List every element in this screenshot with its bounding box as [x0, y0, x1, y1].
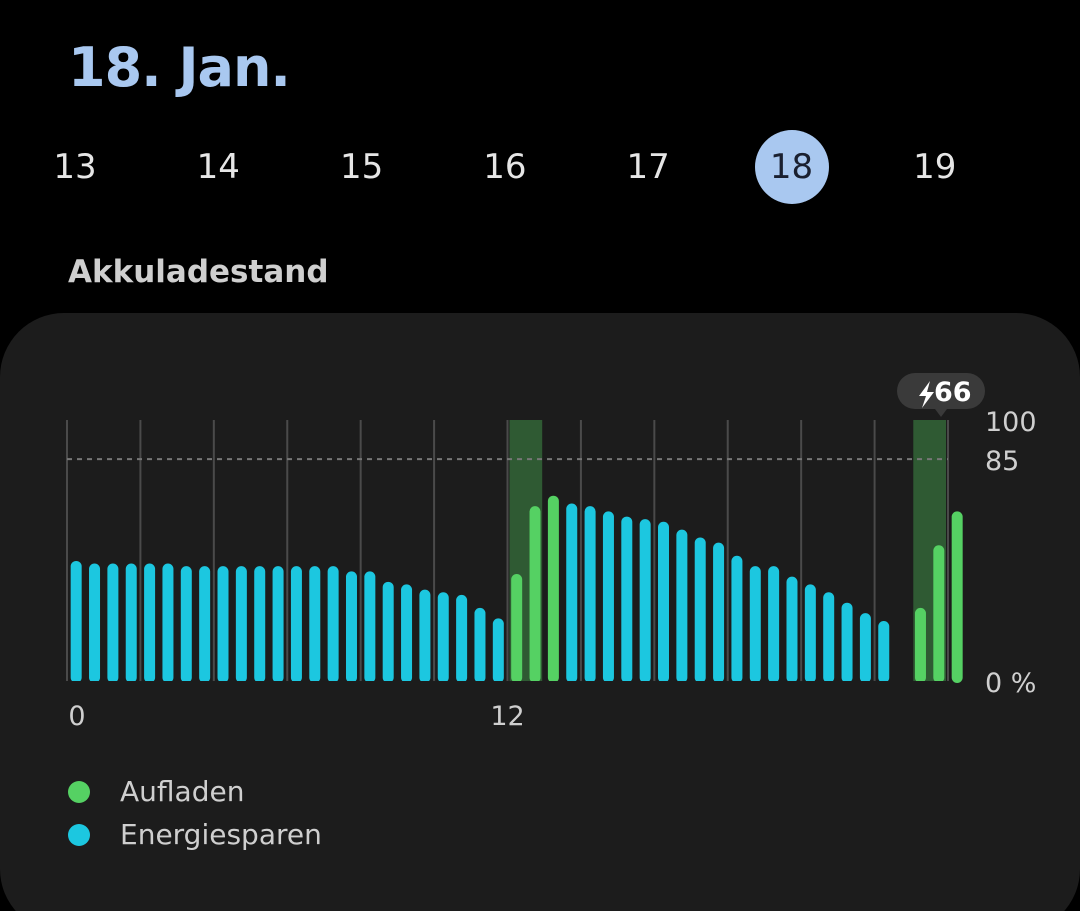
- charge-badge-value: 66: [934, 377, 972, 408]
- bar-3-17: [878, 620, 890, 683]
- bar-3-9: [731, 555, 743, 683]
- lightning-icon: [919, 381, 934, 408]
- bar-3-11: [768, 566, 780, 683]
- charge-badge: [897, 373, 985, 409]
- bar-3-3: [621, 516, 633, 683]
- day-6[interactable]: 19: [913, 147, 957, 187]
- bar-2-5: [162, 563, 174, 683]
- bar-2-4: [144, 563, 156, 683]
- bar-3-16: [859, 613, 871, 683]
- bar-3-13: [804, 584, 816, 683]
- bar-3-8: [713, 542, 725, 683]
- bar-1-2: [951, 511, 963, 683]
- legend-dot-charging: [68, 780, 90, 803]
- bar-2-23: [492, 618, 504, 683]
- bar-2-0: [70, 560, 82, 683]
- day-5[interactable]: 18: [754, 130, 829, 204]
- bar-2-15: [345, 571, 357, 683]
- y-tick-label: 100: [985, 407, 1037, 438]
- bar-2-18: [401, 584, 413, 683]
- bar-3-12: [786, 576, 798, 683]
- bar-0-0: [511, 573, 523, 683]
- bar-2-21: [456, 594, 468, 683]
- bar-2-8: [217, 566, 229, 683]
- bar-2-11: [272, 566, 284, 683]
- legend: Aufladen Energiesparen: [68, 770, 322, 856]
- bar-3-5: [658, 521, 670, 683]
- legend-label: Energiesparen: [120, 818, 322, 851]
- y-tick-label: 0 %: [985, 668, 1036, 699]
- bar-2-9: [235, 566, 247, 683]
- bar-2-13: [309, 566, 321, 683]
- bar-3-14: [823, 592, 835, 683]
- bar-2-3: [125, 563, 137, 683]
- chart-baseline-cover: [63, 681, 952, 687]
- legend-item-charging: Aufladen: [68, 770, 322, 813]
- bar-3-2: [602, 511, 614, 683]
- date-title: 18. Jan.: [68, 36, 291, 99]
- bar-2-16: [364, 571, 376, 683]
- bar-2-20: [437, 592, 449, 683]
- legend-item-saving: Energiesparen: [68, 813, 322, 856]
- bar-2-10: [254, 566, 266, 683]
- bar-2-17: [382, 581, 394, 683]
- bar-3-10: [749, 566, 761, 683]
- bar-3-1: [584, 506, 596, 683]
- day-2[interactable]: 15: [339, 147, 384, 187]
- bar-2-12: [290, 566, 302, 683]
- bar-1-1: [933, 545, 945, 683]
- day-1[interactable]: 14: [196, 147, 240, 187]
- legend-label: Aufladen: [120, 775, 245, 808]
- bar-2-14: [327, 566, 339, 683]
- bar-3-0: [566, 503, 578, 683]
- legend-dot-saving: [68, 823, 90, 846]
- day-3[interactable]: 16: [483, 147, 527, 187]
- day-0[interactable]: 13: [53, 147, 97, 187]
- bar-3-6: [676, 529, 688, 683]
- bar-2-1: [89, 563, 101, 683]
- day-4[interactable]: 17: [626, 147, 670, 187]
- bar-3-7: [694, 537, 706, 683]
- section-title: Akkuladestand: [68, 254, 329, 290]
- bar-2-19: [419, 589, 431, 683]
- x-tick-label: 0: [68, 701, 85, 732]
- bar-0-1: [529, 506, 541, 683]
- y-tick-label: 85: [985, 446, 1019, 477]
- bar-3-15: [841, 602, 853, 683]
- bar-1-0: [914, 607, 926, 683]
- bar-2-6: [180, 566, 192, 683]
- x-tick-label: 12: [490, 701, 524, 732]
- bar-2-22: [474, 607, 486, 683]
- day-selector: 13 14 15 16 17 18 19: [38, 130, 1042, 206]
- bar-2-2: [107, 563, 119, 683]
- bar-3-4: [639, 519, 651, 683]
- bar-2-7: [199, 566, 211, 683]
- bar-0-2: [547, 495, 559, 683]
- battery-chart: 100 85 0 % 0 12 66: [63, 373, 1037, 732]
- charge-badge-pointer: [935, 409, 947, 417]
